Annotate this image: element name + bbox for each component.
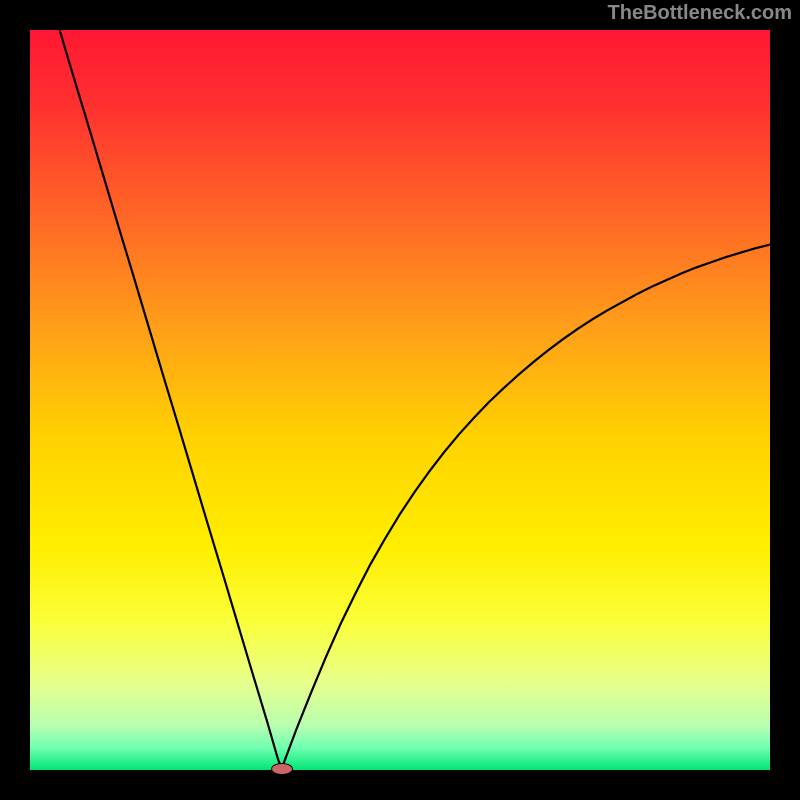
- bottleneck-curve: [30, 30, 770, 770]
- curve-path: [60, 30, 770, 769]
- vertex-marker: [271, 763, 293, 775]
- plot-area: [30, 30, 770, 770]
- watermark-text: TheBottleneck.com: [608, 2, 792, 25]
- chart-container: TheBottleneck.com: [0, 0, 800, 800]
